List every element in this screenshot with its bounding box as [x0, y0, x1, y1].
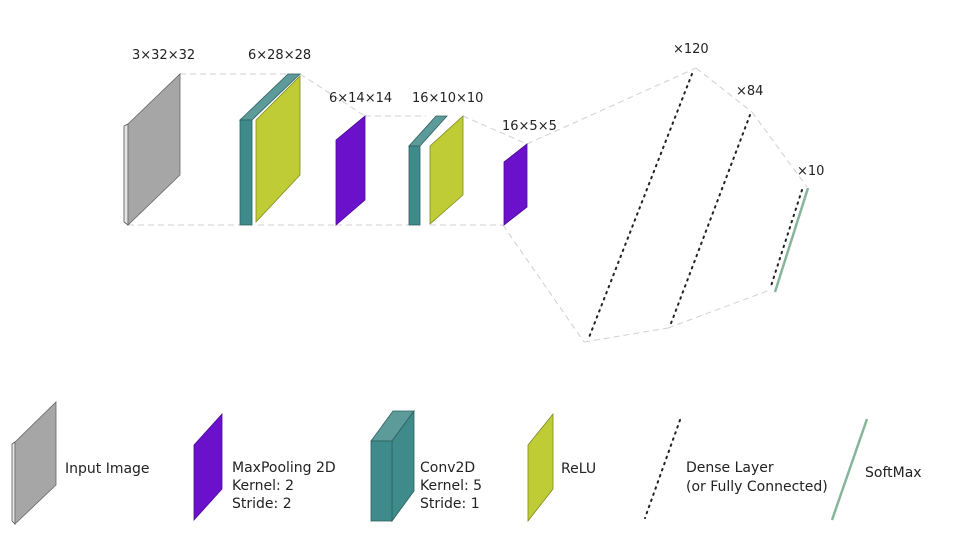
softmax-layer — [773, 187, 810, 293]
conv2-block — [408, 115, 448, 226]
legend: Input Image MaxPooling 2D Kernel: 2 Stri… — [11, 401, 922, 525]
label-conv1-shape: 6×28×28 — [248, 48, 311, 63]
legend-relu-label: ReLU — [561, 461, 596, 477]
conv1-block — [239, 73, 301, 226]
legend-input: Input Image — [11, 401, 150, 525]
legend-conv2d: Conv2D Kernel: 5 Stride: 1 — [370, 409, 482, 523]
legend-maxpool-kernel: Kernel: 2 — [232, 478, 294, 494]
label-fc2-size: ×84 — [736, 84, 763, 99]
legend-dense-title: Dense Layer — [686, 460, 774, 476]
input-image-block — [123, 73, 181, 226]
dense-layer-120 — [587, 73, 693, 341]
legend-dense-subtitle: (or Fully Connected) — [686, 479, 828, 495]
legend-softmax-label: SoftMax — [865, 465, 922, 481]
relu1-block — [255, 75, 301, 224]
pool2-block — [503, 143, 528, 226]
legend-conv2d-kernel: Kernel: 5 — [420, 478, 482, 494]
pool1-block — [335, 115, 366, 226]
legend-relu: ReLU — [527, 412, 596, 523]
legend-softmax: SoftMax — [830, 418, 922, 521]
connector-lines — [128, 67, 808, 343]
label-fc3-size: ×10 — [797, 164, 824, 179]
legend-maxpool: MaxPooling 2D Kernel: 2 Stride: 2 — [193, 412, 336, 522]
label-pool1-shape: 6×14×14 — [329, 91, 392, 106]
relu2-block — [429, 115, 464, 225]
dense-layer-84 — [669, 114, 751, 327]
legend-conv2d-title: Conv2D — [420, 460, 475, 476]
legend-maxpool-stride: Stride: 2 — [232, 496, 292, 512]
legend-dense-line — [644, 419, 681, 519]
label-fc1-size: ×120 — [673, 42, 709, 57]
legend-softmax-line — [830, 418, 869, 521]
dense-layer-10 — [770, 189, 803, 287]
legend-dense: Dense Layer (or Fully Connected) — [644, 419, 828, 519]
label-input-shape: 3×32×32 — [132, 48, 195, 63]
legend-input-label: Input Image — [65, 461, 150, 477]
label-conv2-shape: 16×10×10 — [412, 91, 483, 106]
label-pool2-shape: 16×5×5 — [502, 119, 557, 134]
legend-maxpool-title: MaxPooling 2D — [232, 460, 336, 476]
legend-conv2d-stride: Stride: 1 — [420, 496, 480, 512]
